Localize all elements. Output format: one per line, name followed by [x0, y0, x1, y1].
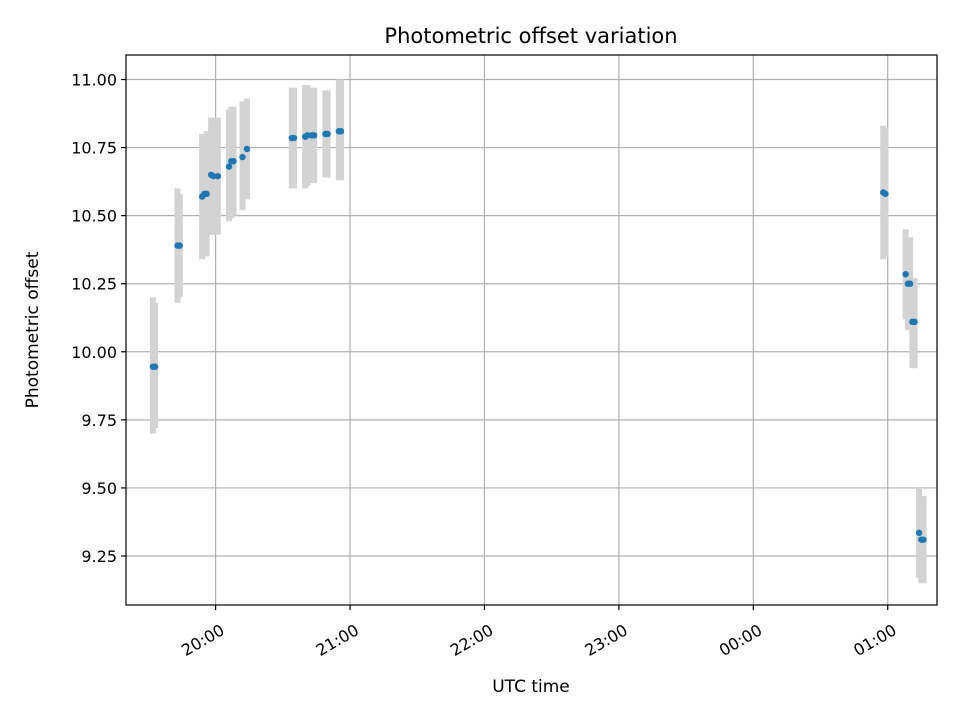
data-point — [176, 242, 183, 249]
y-tick-label: 11.00 — [71, 71, 117, 90]
x-axis-title: UTC time — [492, 677, 570, 697]
data-point — [902, 270, 909, 278]
data-point — [214, 172, 222, 180]
data-point — [911, 318, 918, 326]
data-point — [906, 280, 914, 287]
data-point — [239, 153, 246, 161]
data-point — [304, 132, 311, 139]
data-point — [203, 190, 210, 198]
plot-frame — [125, 54, 938, 606]
y-tick-label: 9.75 — [81, 411, 117, 430]
data-point — [230, 157, 237, 165]
data-point — [882, 190, 889, 198]
data-point — [290, 134, 298, 142]
data-point — [243, 145, 251, 153]
data-point — [324, 130, 331, 138]
y-tick-label: 10.50 — [71, 207, 117, 226]
data-points — [149, 128, 927, 543]
y-tick-label: 10.75 — [71, 139, 117, 158]
data-point — [151, 363, 159, 370]
y-axis: 9.25 9.50 9.75 10.00 10.25 10.50 10.75 11.00 — [71, 71, 126, 566]
data-point — [337, 128, 345, 135]
y-tick-label: 9.50 — [81, 479, 117, 498]
data-point — [310, 132, 318, 139]
data-point — [225, 163, 233, 170]
y-tick-label: 10.00 — [71, 343, 117, 362]
y-axis-title: Photometric offset — [23, 251, 43, 408]
y-tick-label: 9.25 — [81, 547, 117, 566]
y-tick-label: 10.25 — [71, 275, 117, 294]
data-point — [915, 529, 923, 537]
data-point — [920, 536, 927, 543]
chart-title: Photometric offset variation — [384, 24, 677, 48]
data-point — [210, 172, 217, 180]
